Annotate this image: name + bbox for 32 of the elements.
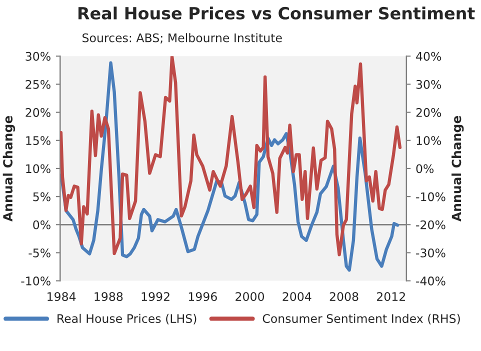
y-tick-label: 10% bbox=[26, 164, 50, 174]
x-tick-label: 1992 bbox=[142, 292, 170, 302]
x-tick-label: 1996 bbox=[188, 292, 217, 302]
x-tick-label: 1988 bbox=[94, 292, 123, 302]
y-tick-label: 15% bbox=[26, 136, 50, 146]
x-tick-label: 2004 bbox=[282, 292, 312, 302]
y-tick-label: 25% bbox=[26, 80, 50, 89]
y2-tick-label: 20% bbox=[416, 108, 442, 117]
y-tick-label: -5% bbox=[28, 248, 50, 258]
y-tick-label: 30% bbox=[26, 52, 50, 61]
y2-tick-label: -10% bbox=[416, 192, 446, 202]
y2-tick-label: -30% bbox=[416, 248, 446, 258]
y-tick-label: 20% bbox=[26, 108, 50, 117]
y-tick-label: 5% bbox=[33, 192, 50, 202]
y-tick-label: -10% bbox=[21, 276, 50, 286]
chart-subtitle: Sources: ABS; Melbourne Institute bbox=[82, 33, 282, 44]
chart-title: Real House Prices vs Consumer Sentiment bbox=[78, 6, 475, 20]
y-axis-title: Annual Change bbox=[2, 116, 16, 222]
y2-tick-label: 10% bbox=[416, 136, 442, 146]
legend-label: Real House Prices (LHS) bbox=[58, 314, 196, 324]
x-tick-label: 2012 bbox=[376, 292, 405, 302]
y2-tick-label: 40% bbox=[416, 52, 442, 61]
x-tick-label: 2000 bbox=[236, 292, 264, 302]
x-tick-label: 1984 bbox=[48, 292, 76, 302]
y2-tick-label: 0% bbox=[416, 164, 434, 174]
y2-tick-label: 30% bbox=[416, 80, 442, 89]
y-tick-label: 0% bbox=[33, 220, 50, 230]
x-tick-label: 2008 bbox=[330, 292, 358, 302]
y2-tick-label: -40% bbox=[416, 276, 446, 286]
legend-label: Consumer Sentiment Index (RHS) bbox=[262, 314, 460, 324]
y2-axis-title: Annual Change bbox=[452, 116, 464, 222]
y2-tick-label: -20% bbox=[416, 220, 446, 230]
